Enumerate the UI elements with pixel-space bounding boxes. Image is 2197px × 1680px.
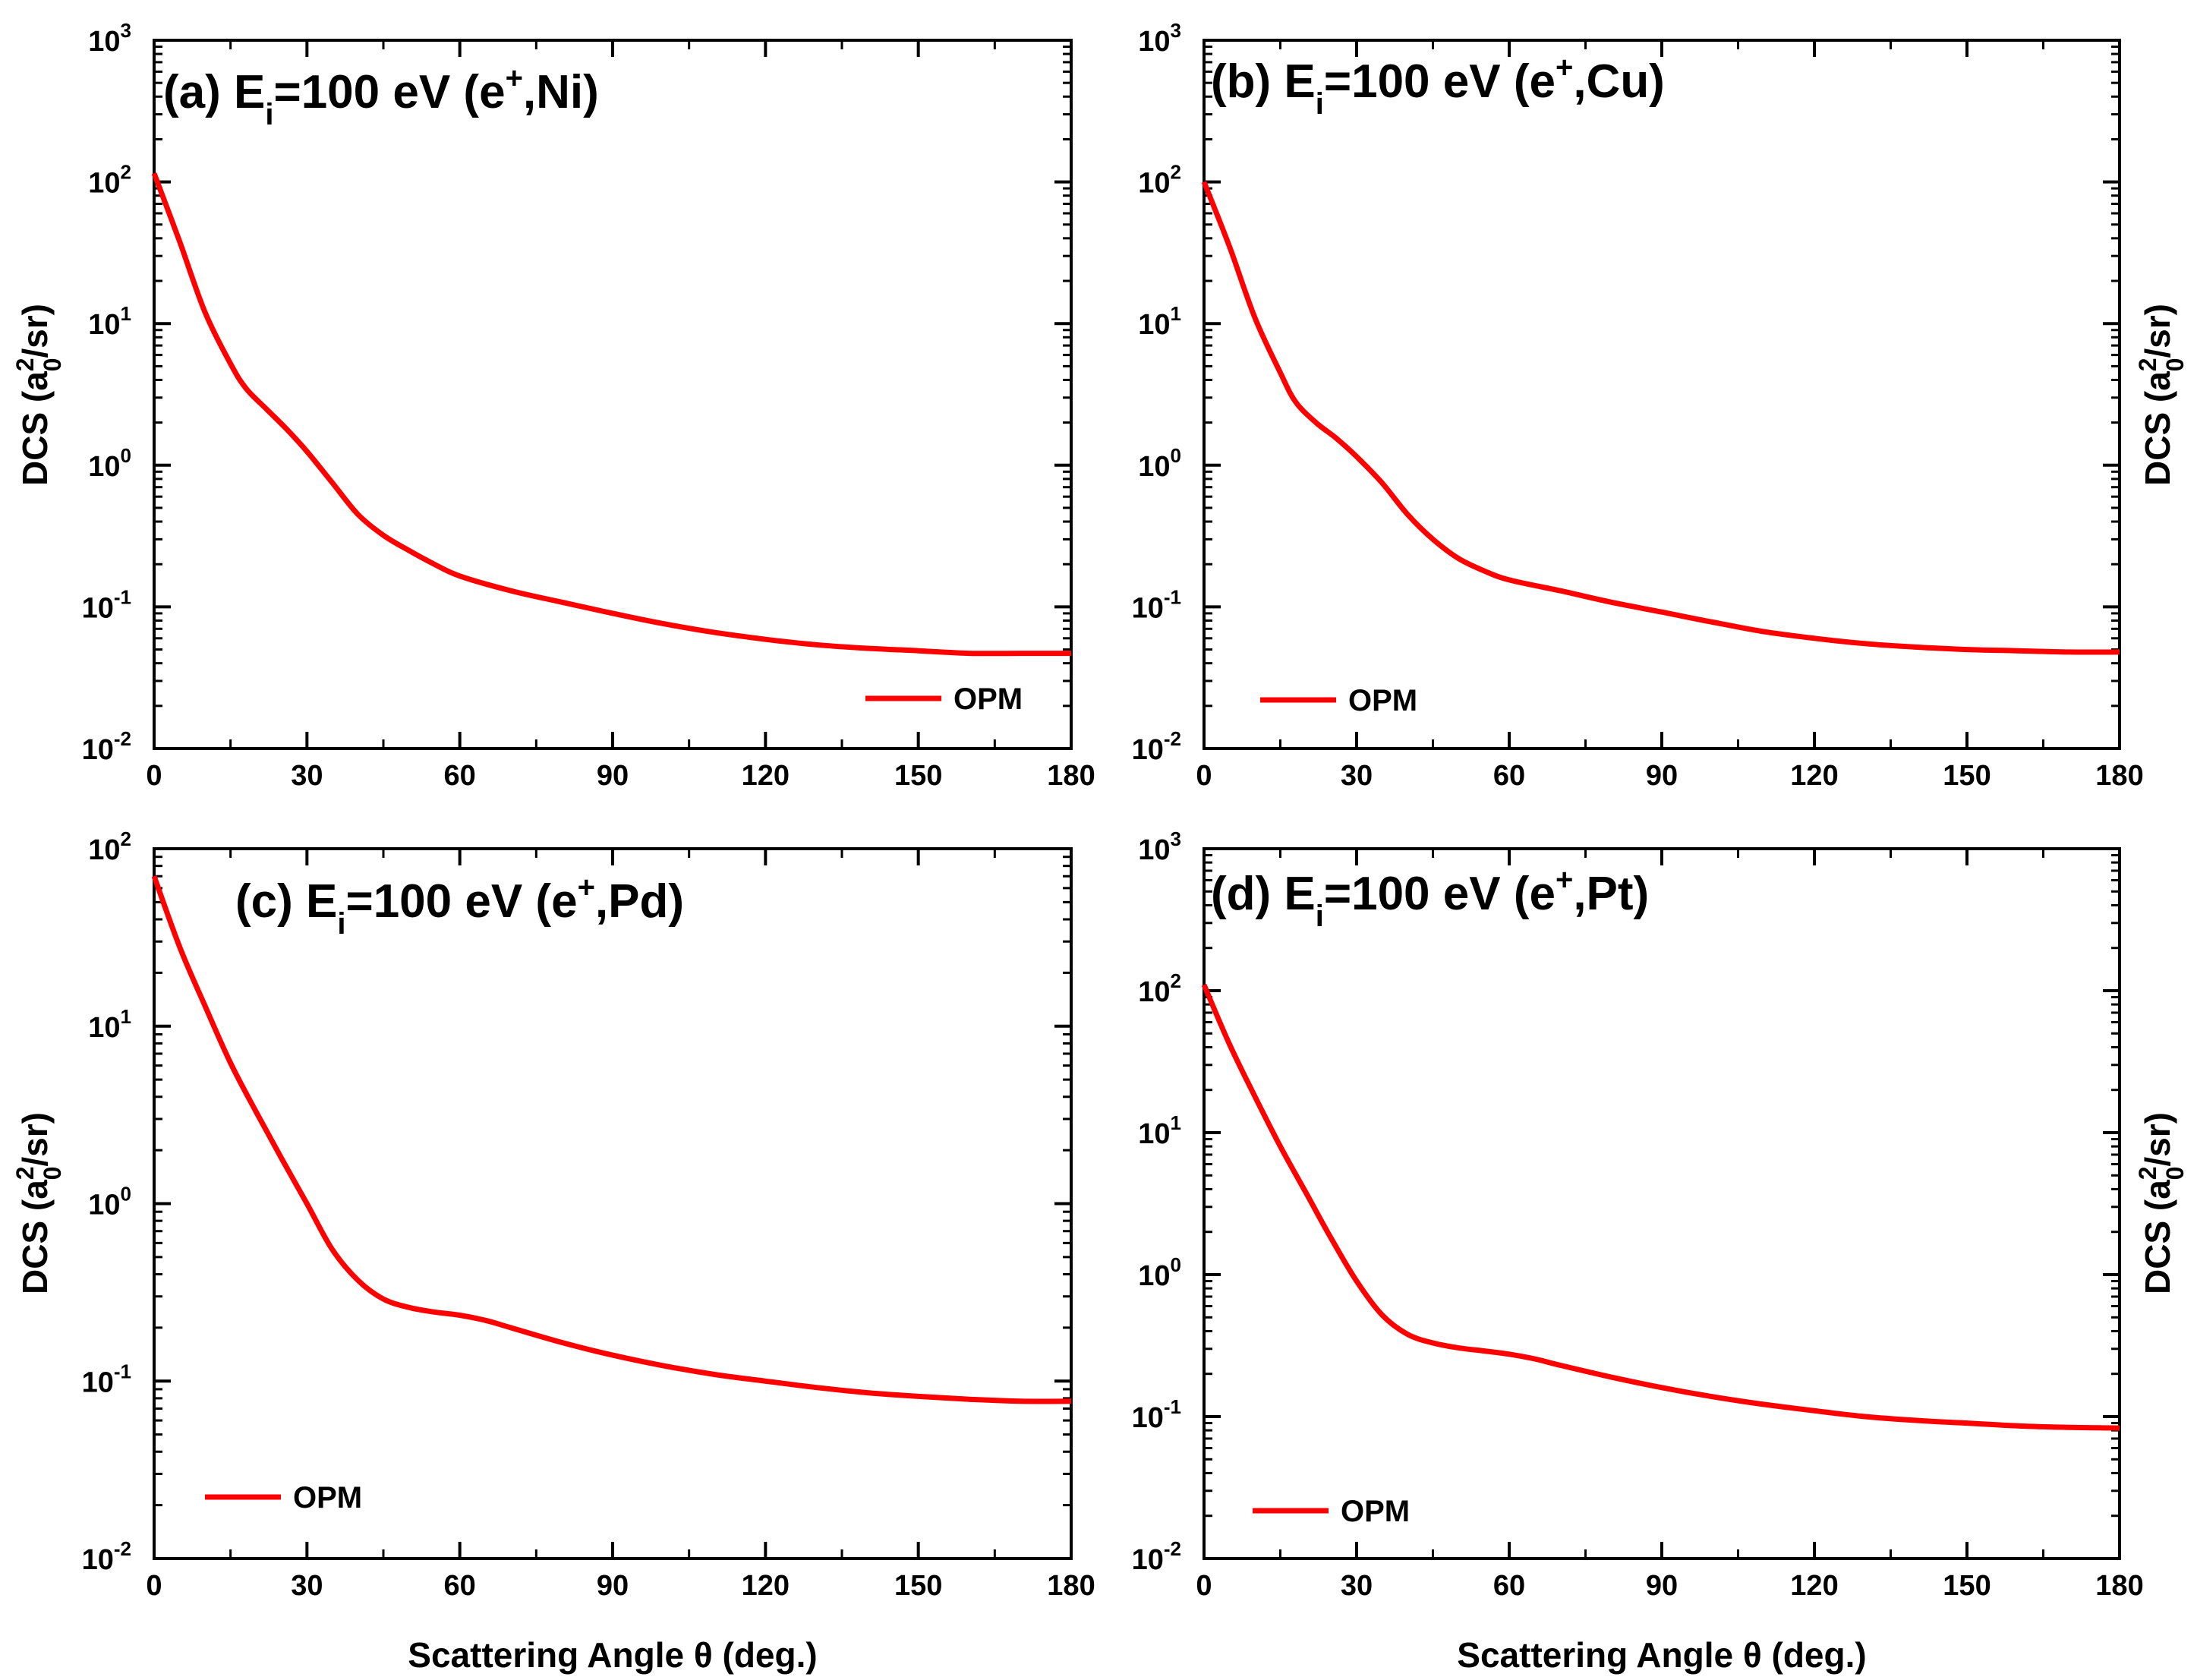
y-axis-title: DCS (a20/sr) xyxy=(2134,1112,2189,1294)
x-tick-label: 150 xyxy=(894,760,942,792)
x-tick-label: 90 xyxy=(1646,1570,1678,1602)
panel-title: (b) Ei=100 eV (e+,Cu) xyxy=(1211,51,1665,121)
panel-title: (a) Ei=100 eV (e+,Ni) xyxy=(163,61,599,131)
x-tick-label: 60 xyxy=(1493,1570,1525,1602)
x-tick-label: 90 xyxy=(597,1570,629,1602)
y-tick-label: 100 xyxy=(1138,1253,1181,1292)
x-tick-label: 120 xyxy=(1790,760,1838,792)
plot-frame xyxy=(1203,847,2121,1560)
y-tick-label: 101 xyxy=(1138,1111,1181,1150)
y-tick-label: 10-2 xyxy=(82,1537,131,1576)
panel-b: 0 30 60 90 120 150 180 10-2 10-1 100 101 102 103 (b) … xyxy=(1132,19,2189,792)
x-tick-label: 30 xyxy=(291,760,323,792)
x-tick-label: 120 xyxy=(1790,1570,1838,1602)
y-tick-label: 10-1 xyxy=(82,585,131,624)
plot-frame xyxy=(1203,39,2121,750)
y-tick-label: 10-1 xyxy=(1132,585,1181,624)
legend-label: OPM xyxy=(1341,1495,1410,1528)
legend-label: OPM xyxy=(1348,684,1417,717)
x-tick-label: 180 xyxy=(2095,1570,2143,1602)
y-tick-label: 103 xyxy=(1138,827,1181,866)
x-tick-label: 60 xyxy=(444,1570,476,1602)
y-tick-label: 101 xyxy=(88,302,131,341)
x-tick-label: 90 xyxy=(597,760,629,792)
x-tick-label: 0 xyxy=(1196,1570,1212,1602)
x-tick-label: 0 xyxy=(1196,760,1212,792)
y-tick-label: 102 xyxy=(88,161,131,200)
y-tick-label: 101 xyxy=(88,1005,131,1044)
y-axis-title: DCS (a20/sr) xyxy=(11,304,66,486)
series-line-opm xyxy=(151,875,1072,1404)
panel-title: (c) Ei=100 eV (e+,Pd) xyxy=(235,871,684,941)
series-line-opm xyxy=(151,172,1071,657)
y-axis-title-text: DCS (a20/sr) xyxy=(11,304,66,486)
y-tick-label: 10-1 xyxy=(1132,1395,1181,1434)
panel-c: 0 30 60 90 120 150 180 10-2 10-1 100 101 102 (c) Ei=… xyxy=(11,827,1095,1675)
y-axis-title-text: DCS (a20/sr) xyxy=(2134,304,2189,486)
y-tick-label: 103 xyxy=(88,19,131,58)
x-tick-label: 180 xyxy=(1047,1570,1095,1602)
x-tick-label: 120 xyxy=(742,1570,790,1602)
x-tick-label: 180 xyxy=(1047,760,1095,792)
x-axis-title: Scattering Angle θ (deg.) xyxy=(408,1635,817,1675)
x-tick-label: 60 xyxy=(444,760,476,792)
y-tick-label: 100 xyxy=(88,1183,131,1221)
x-tick-label: 0 xyxy=(146,760,162,792)
panel-title: (d) Ei=100 eV (e+,Pt) xyxy=(1211,863,1649,933)
series-line-opm xyxy=(1201,983,2120,1431)
x-tick-label: 30 xyxy=(291,1570,323,1602)
legend-label: OPM xyxy=(293,1481,362,1515)
y-tick-label: 10-1 xyxy=(82,1360,131,1398)
x-tick-label: 150 xyxy=(1943,760,1991,792)
plot-frame xyxy=(153,847,1073,1560)
y-axis-title-text: DCS (a20/sr) xyxy=(2134,1112,2189,1294)
y-tick-label: 10-2 xyxy=(82,727,131,766)
x-tick-label: 60 xyxy=(1493,760,1525,792)
y-axis-title: DCS (a20/sr) xyxy=(11,1112,66,1294)
y-tick-label: 100 xyxy=(1138,444,1181,483)
legend-label: OPM xyxy=(954,682,1023,716)
y-tick-label: 102 xyxy=(88,827,131,866)
x-tick-label: 150 xyxy=(1943,1570,1991,1602)
x-tick-label: 180 xyxy=(2095,760,2143,792)
y-tick-label: 103 xyxy=(1138,19,1181,58)
x-tick-label: 120 xyxy=(742,760,790,792)
x-tick-label: 30 xyxy=(1341,1570,1373,1602)
y-tick-label: 100 xyxy=(88,444,131,483)
panel-d: 0 30 60 90 120 150 180 10-2 10-1 100 101 102 103 (d) … xyxy=(1132,827,2189,1675)
plot-frame xyxy=(153,39,1073,750)
x-tick-label: 90 xyxy=(1646,760,1678,792)
y-axis-title-text: DCS (a20/sr) xyxy=(11,1112,66,1294)
y-tick-label: 10-2 xyxy=(1132,727,1181,766)
panel-a: 0 30 60 90 120 150 180 10-2 10-1 100 101 102 103 (a) … xyxy=(11,19,1095,792)
y-tick-label: 102 xyxy=(1138,969,1181,1008)
x-tick-label: 0 xyxy=(146,1570,162,1602)
y-tick-label: 10-2 xyxy=(1132,1537,1181,1576)
y-axis-title: DCS (a20/sr) xyxy=(2134,304,2189,486)
x-tick-label: 150 xyxy=(894,1570,942,1602)
y-tick-label: 102 xyxy=(1138,161,1181,200)
y-tick-label: 101 xyxy=(1138,302,1181,341)
x-tick-label: 30 xyxy=(1341,760,1373,792)
x-axis-title: Scattering Angle θ (deg.) xyxy=(1457,1635,1866,1675)
series-line-opm xyxy=(1201,181,2120,655)
